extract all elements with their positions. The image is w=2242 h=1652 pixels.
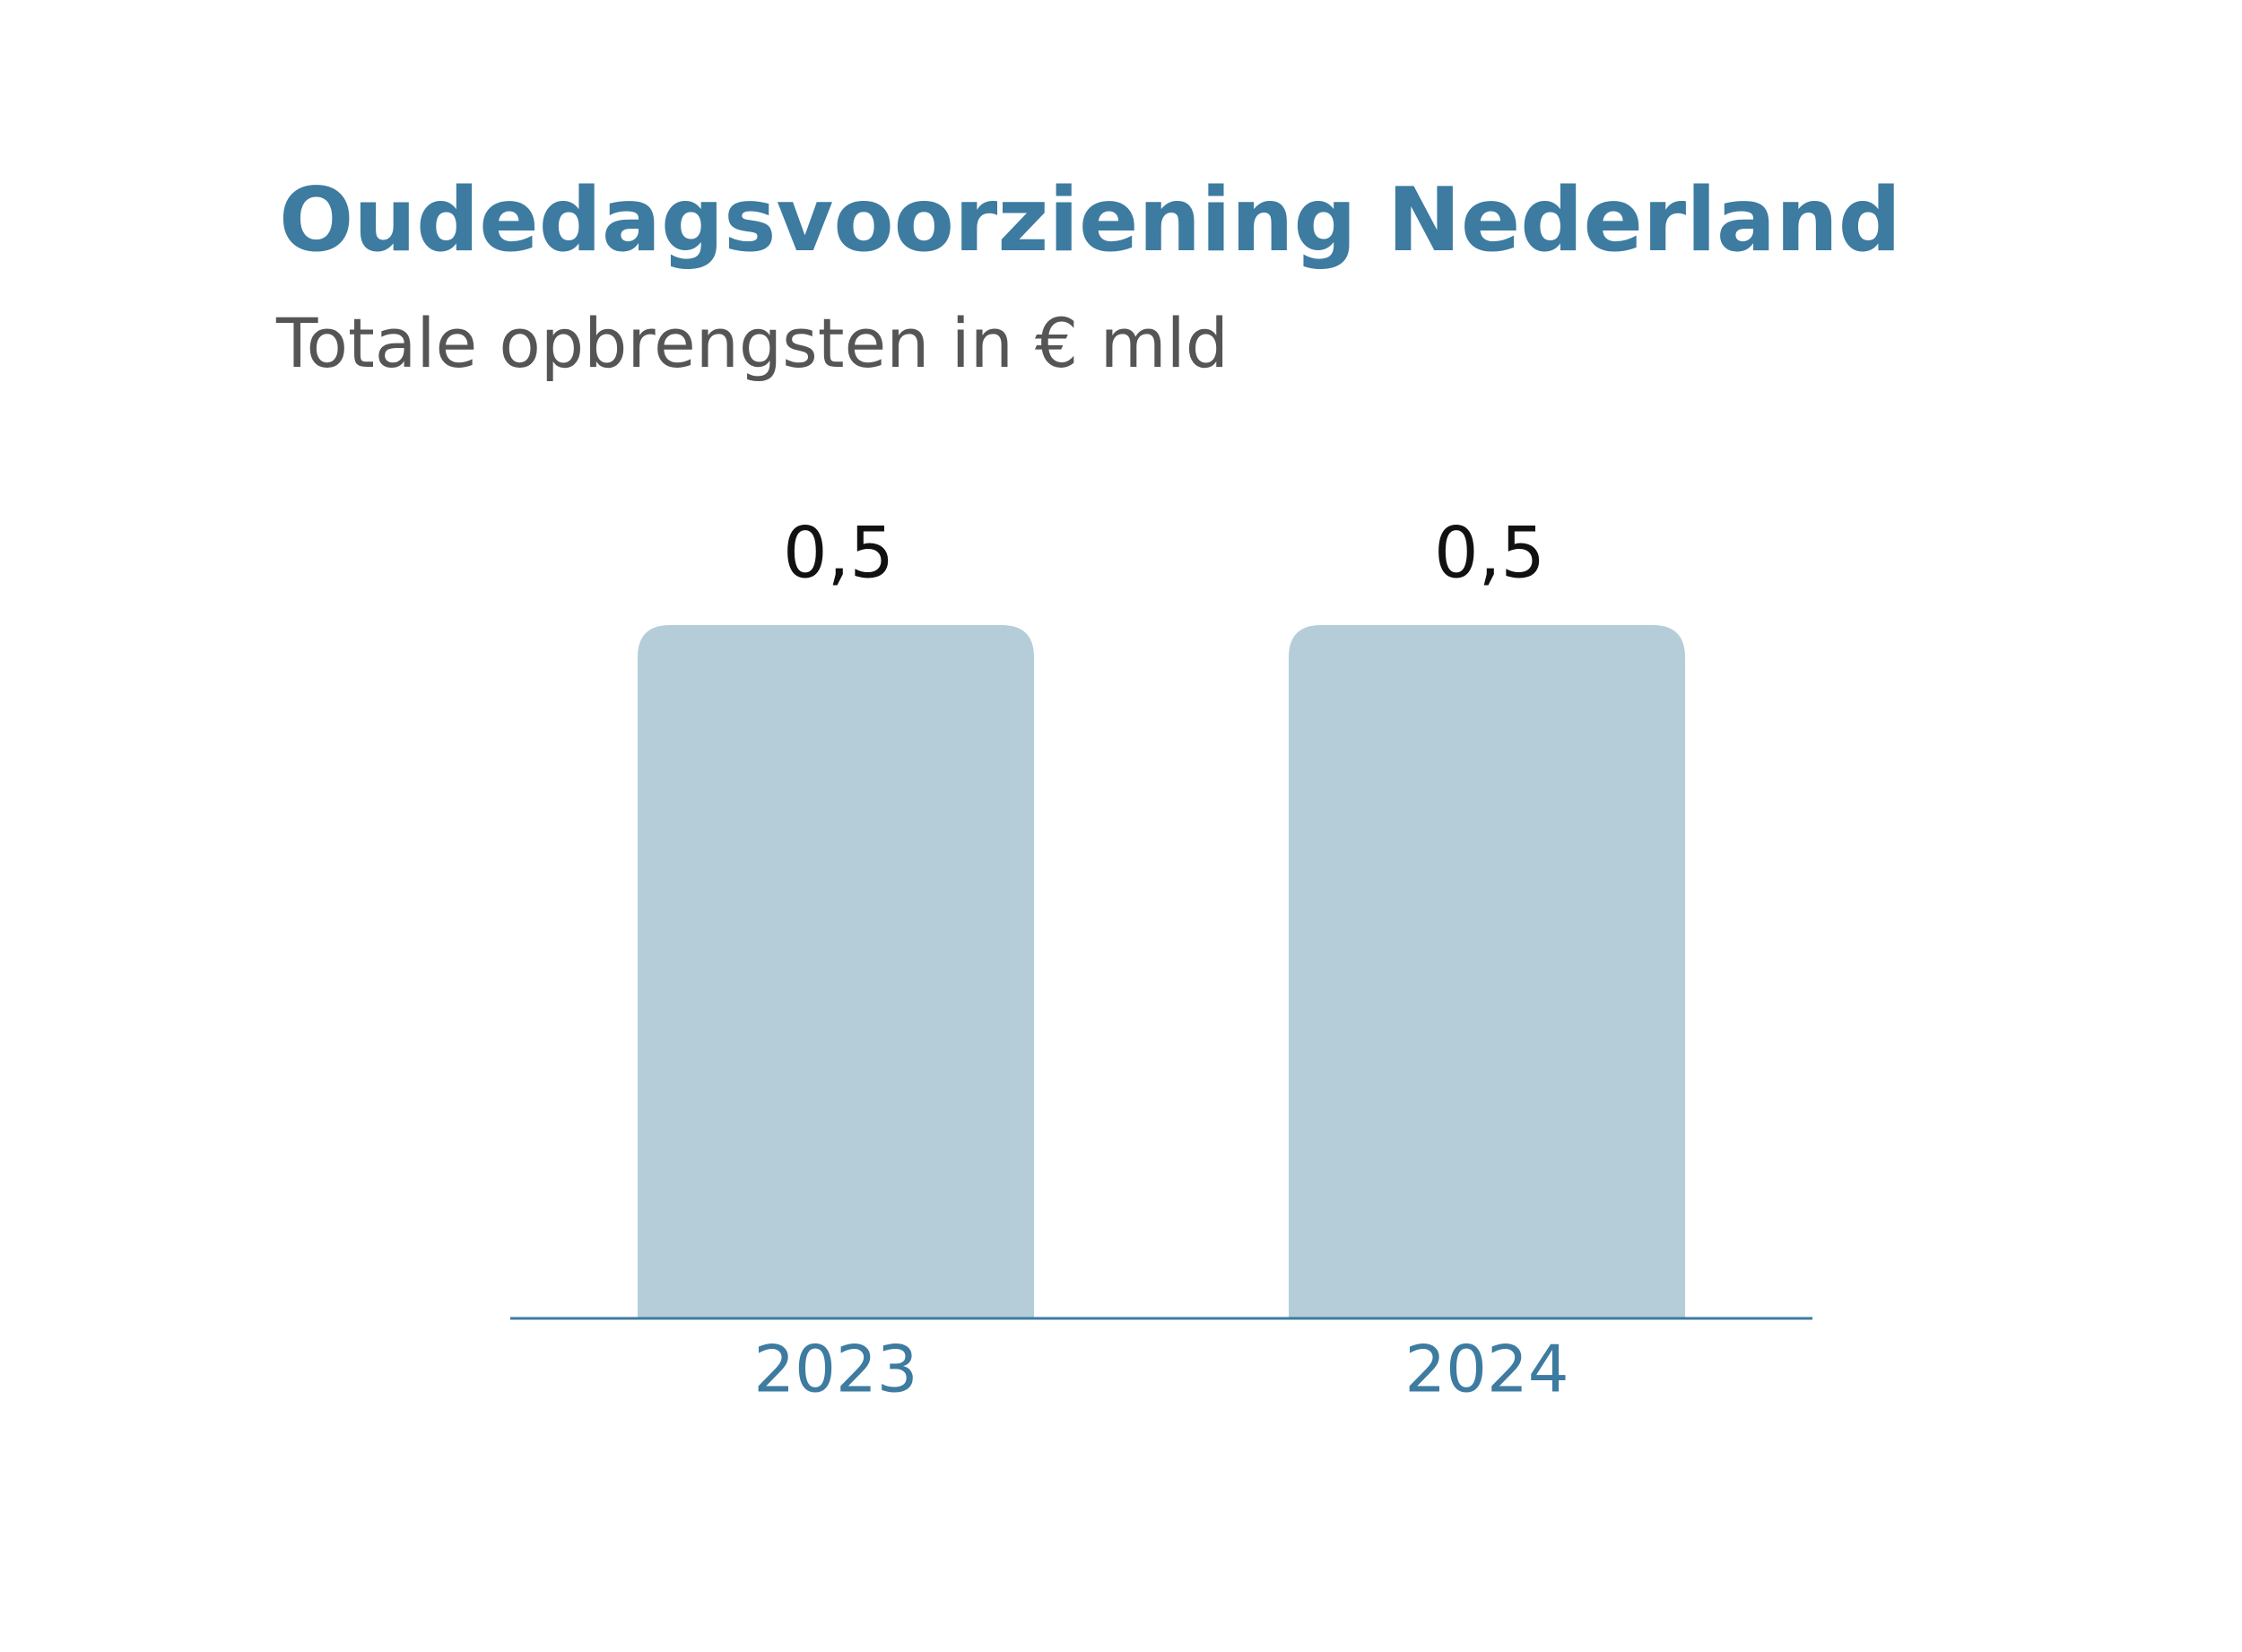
chart-title: Oudedagsvoorziening Nederland — [279, 170, 1901, 272]
bar — [1289, 625, 1685, 1318]
value-label: 0,5 — [1434, 513, 1545, 594]
bar — [638, 625, 1034, 1318]
chart-subtitle: Totale opbrengsten in € mld — [275, 303, 1229, 383]
x-tick-label: 2023 — [753, 1332, 917, 1407]
value-label: 0,5 — [783, 513, 894, 594]
x-tick-label: 2024 — [1404, 1332, 1569, 1407]
